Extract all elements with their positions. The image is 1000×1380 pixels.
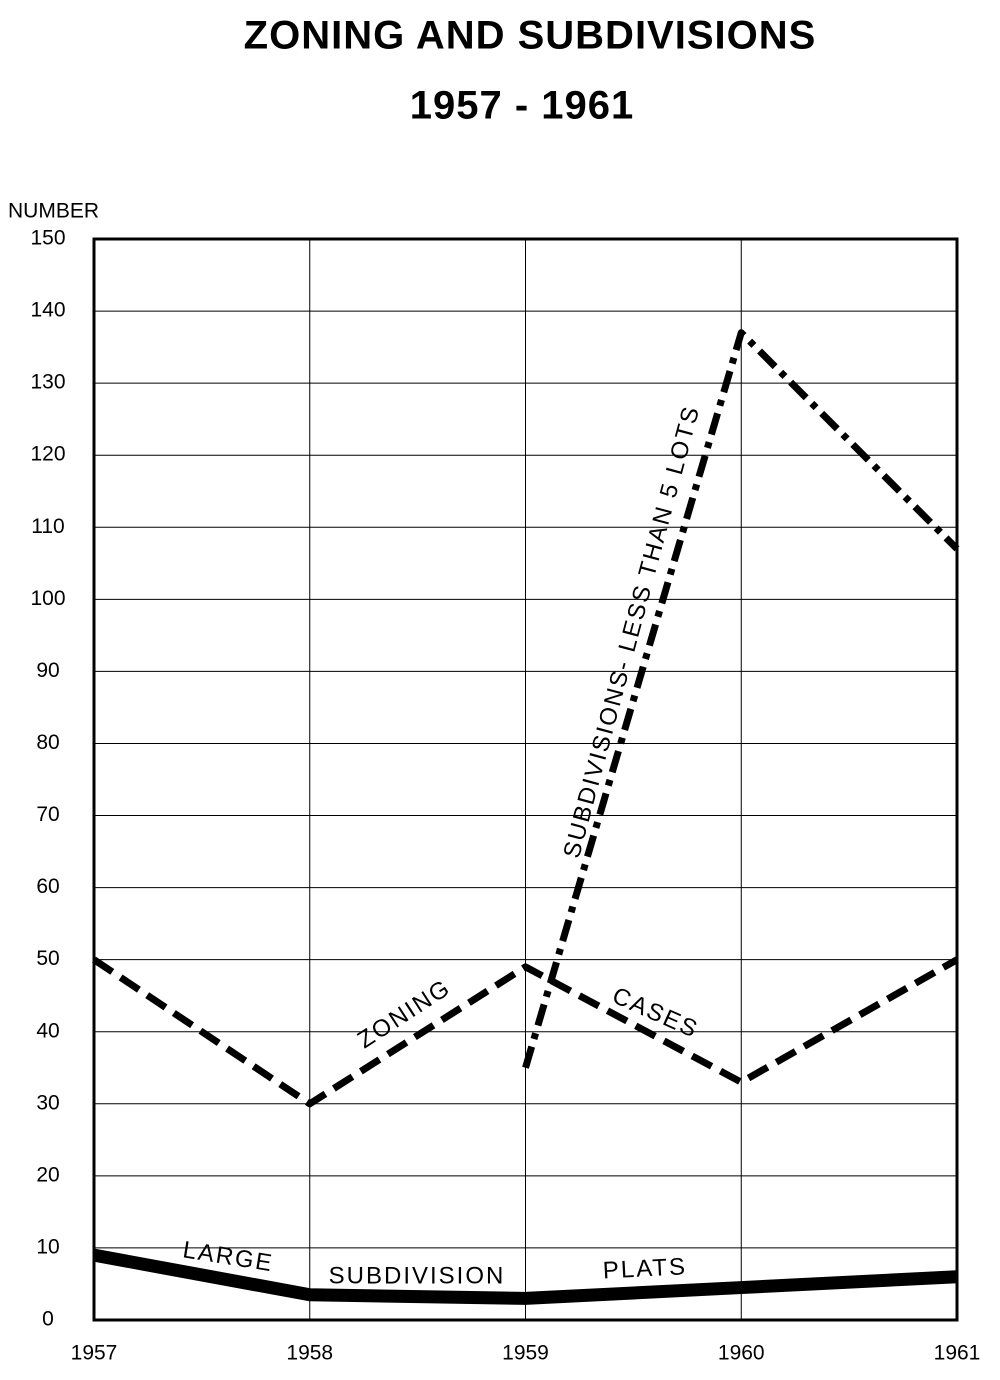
series-line <box>92 956 959 1108</box>
y-tick-label: 60 <box>36 875 59 898</box>
y-tick-label: 20 <box>36 1163 59 1186</box>
y-tick-label: 110 <box>31 515 64 538</box>
series-label: SUBDIVISION <box>329 1262 506 1289</box>
y-tick-label: 50 <box>36 947 59 970</box>
y-axis-label: NUMBER <box>8 200 99 223</box>
x-tick-label: 1960 <box>718 1342 765 1365</box>
y-tick-label: 80 <box>36 731 59 754</box>
y-tick-label: 130 <box>30 371 65 394</box>
y-tick-label: 30 <box>36 1091 59 1114</box>
y-tick-label: 120 <box>30 443 65 466</box>
y-tick-label: 90 <box>36 659 59 682</box>
chart-subtitle: 1957 - 1961 <box>410 84 635 128</box>
series-line <box>92 1248 958 1305</box>
y-tick-label: 10 <box>36 1235 59 1258</box>
plot-frame <box>92 237 959 1322</box>
y-tick-label: 140 <box>30 299 65 322</box>
y-tick-label: 40 <box>36 1019 59 1042</box>
series-label: PLATS <box>602 1253 688 1284</box>
x-tick-label: 1958 <box>286 1342 333 1365</box>
x-tick-label: 1957 <box>71 1342 118 1365</box>
y-tick-label: 0 <box>42 1308 54 1331</box>
y-tick-label: 70 <box>36 803 59 826</box>
series-label: SUBDIVISIONS- LESS THAN 5 LOTS <box>558 402 705 861</box>
x-tick-label: 1961 <box>934 1342 981 1365</box>
series-line <box>522 329 960 1069</box>
y-tick-label: 150 <box>30 227 65 250</box>
chart-title: ZONING AND SUBDIVISIONS <box>244 14 817 58</box>
y-tick-label: 100 <box>30 587 65 610</box>
x-tick-label: 1959 <box>502 1342 549 1365</box>
